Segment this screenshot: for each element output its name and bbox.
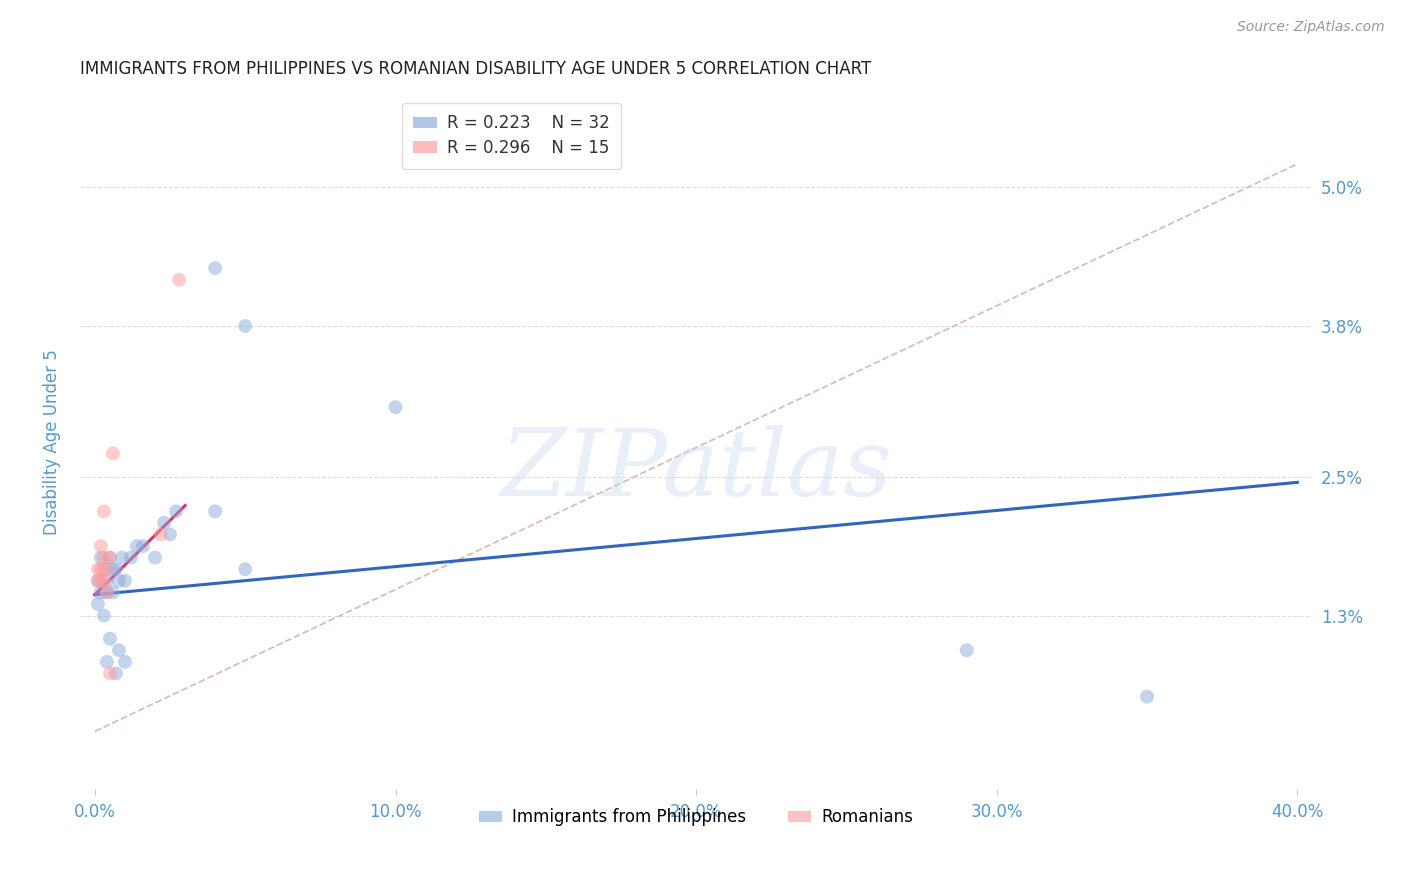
Point <box>96 574 118 588</box>
Point <box>132 539 155 553</box>
Point <box>101 446 124 460</box>
Point <box>159 527 181 541</box>
Point <box>104 562 127 576</box>
Point <box>90 562 112 576</box>
Point <box>96 585 118 599</box>
Point <box>96 655 118 669</box>
Point <box>233 562 256 576</box>
Point <box>87 597 110 611</box>
Point <box>114 655 136 669</box>
Point <box>98 550 121 565</box>
Point <box>111 550 134 565</box>
Point <box>93 562 115 576</box>
Point <box>1136 690 1159 704</box>
Point <box>233 319 256 334</box>
Point <box>384 400 406 414</box>
Point <box>143 550 166 565</box>
Point <box>98 666 121 681</box>
Point <box>90 585 112 599</box>
Point <box>87 562 110 576</box>
Legend: Immigrants from Philippines, Romanians: Immigrants from Philippines, Romanians <box>472 802 920 833</box>
Point <box>93 550 115 565</box>
Point <box>108 643 131 657</box>
Point <box>125 539 148 553</box>
Point <box>114 574 136 588</box>
Point <box>96 585 118 599</box>
Point <box>93 504 115 518</box>
Point <box>167 273 190 287</box>
Point <box>108 574 131 588</box>
Point <box>98 632 121 646</box>
Point <box>87 574 110 588</box>
Point <box>120 550 142 565</box>
Point <box>101 562 124 576</box>
Point <box>98 550 121 565</box>
Text: Source: ZipAtlas.com: Source: ZipAtlas.com <box>1237 20 1385 34</box>
Point <box>204 504 226 518</box>
Point <box>101 585 124 599</box>
Point <box>150 527 173 541</box>
Point <box>93 574 115 588</box>
Point <box>153 516 176 530</box>
Point <box>96 562 118 576</box>
Point <box>90 574 112 588</box>
Point <box>956 643 979 657</box>
Text: ZIPatlas: ZIPatlas <box>501 425 891 515</box>
Point <box>90 550 112 565</box>
Point <box>104 666 127 681</box>
Point <box>87 574 110 588</box>
Text: IMMIGRANTS FROM PHILIPPINES VS ROMANIAN DISABILITY AGE UNDER 5 CORRELATION CHART: IMMIGRANTS FROM PHILIPPINES VS ROMANIAN … <box>80 60 872 78</box>
Point <box>204 261 226 276</box>
Point <box>165 504 187 518</box>
Point <box>93 608 115 623</box>
Y-axis label: Disability Age Under 5: Disability Age Under 5 <box>44 349 60 535</box>
Point <box>90 539 112 553</box>
